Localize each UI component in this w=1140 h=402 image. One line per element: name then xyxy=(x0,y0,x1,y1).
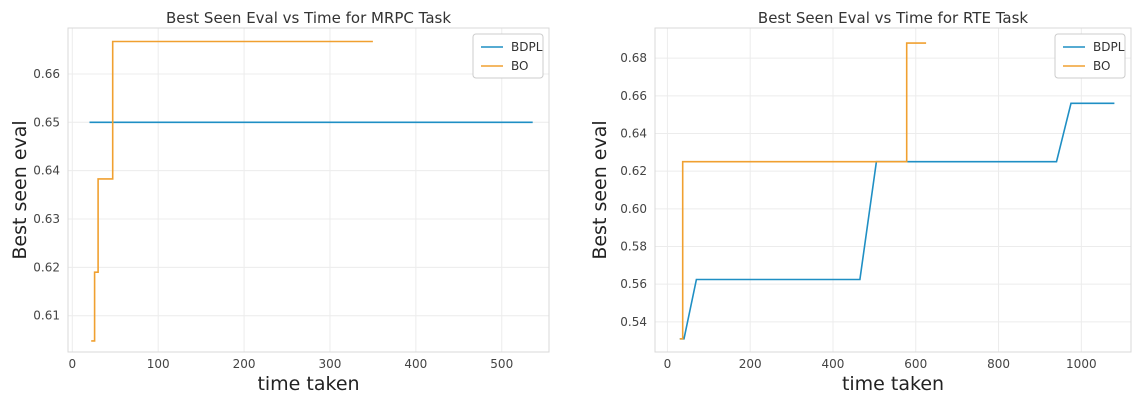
legend-box xyxy=(472,33,544,79)
y-tick-label: 0.64 xyxy=(33,164,60,178)
y-tick-label: 0.65 xyxy=(33,115,60,129)
series-line-bo xyxy=(679,42,927,340)
x-tick-label: 100 xyxy=(147,357,170,371)
legend: BDPL BO xyxy=(1054,33,1126,79)
x-tick-label: 500 xyxy=(490,357,513,371)
gridlines xyxy=(655,28,1131,352)
legend-label-bo: BO xyxy=(511,59,528,73)
chart-title: Best Seen Eval vs Time for MRPC Task xyxy=(166,9,451,27)
series-line-bo xyxy=(91,40,373,342)
x-tick-label: 200 xyxy=(739,357,762,371)
y-tick-label: 0.66 xyxy=(33,67,60,81)
plot-frame xyxy=(654,27,1132,353)
y-tick-label: 0.56 xyxy=(620,277,647,291)
x-tick-label: 0 xyxy=(664,357,672,371)
x-tick-label: 200 xyxy=(233,357,256,371)
y-axis-label: Best seen eval xyxy=(589,120,611,259)
plot-area xyxy=(68,28,549,352)
x-tick-label: 600 xyxy=(904,357,927,371)
y-tick-label: 0.66 xyxy=(620,89,647,103)
x-tick-label: 300 xyxy=(319,357,342,371)
x-tick-label: 1000 xyxy=(1066,357,1097,371)
plot-area xyxy=(655,28,1131,352)
y-tick-label: 0.62 xyxy=(620,164,647,178)
x-axis-label: time taken xyxy=(257,373,359,395)
mrpc-chart: 0 100 200 300 400 500 0.61 0.62 0.63 0.64 0.65 0.66… xyxy=(9,9,550,395)
plot-frame xyxy=(67,27,550,353)
y-tick-label: 0.62 xyxy=(33,260,60,274)
x-tick-label: 800 xyxy=(987,357,1010,371)
legend-label-bdpl: BDPL xyxy=(1093,40,1125,54)
legend-label-bo: BO xyxy=(1093,59,1110,73)
y-tick-label: 0.64 xyxy=(620,126,647,140)
y-tick-label: 0.61 xyxy=(33,309,60,323)
y-axis-label: Best seen eval xyxy=(9,120,31,259)
y-tick-label: 0.63 xyxy=(33,212,60,226)
y-tick-label: 0.54 xyxy=(620,315,647,329)
x-tick-label: 400 xyxy=(822,357,845,371)
rte-chart: 0 200 400 600 800 1000 0.54 0.56 0.58 0.60 0.62 0.6… xyxy=(589,9,1132,395)
series-line-bdpl xyxy=(679,102,1115,340)
x-tick-label: 400 xyxy=(404,357,427,371)
legend-label-bdpl: BDPL xyxy=(511,40,543,54)
y-tick-label: 0.60 xyxy=(620,202,647,216)
legend: BDPL BO xyxy=(472,33,544,79)
chart-title: Best Seen Eval vs Time for RTE Task xyxy=(758,9,1028,27)
legend-box xyxy=(1054,33,1126,79)
y-tick-label: 0.68 xyxy=(620,51,647,65)
x-tick-label: 0 xyxy=(68,357,76,371)
x-axis-label: time taken xyxy=(842,373,944,395)
y-tick-label: 0.58 xyxy=(620,240,647,254)
